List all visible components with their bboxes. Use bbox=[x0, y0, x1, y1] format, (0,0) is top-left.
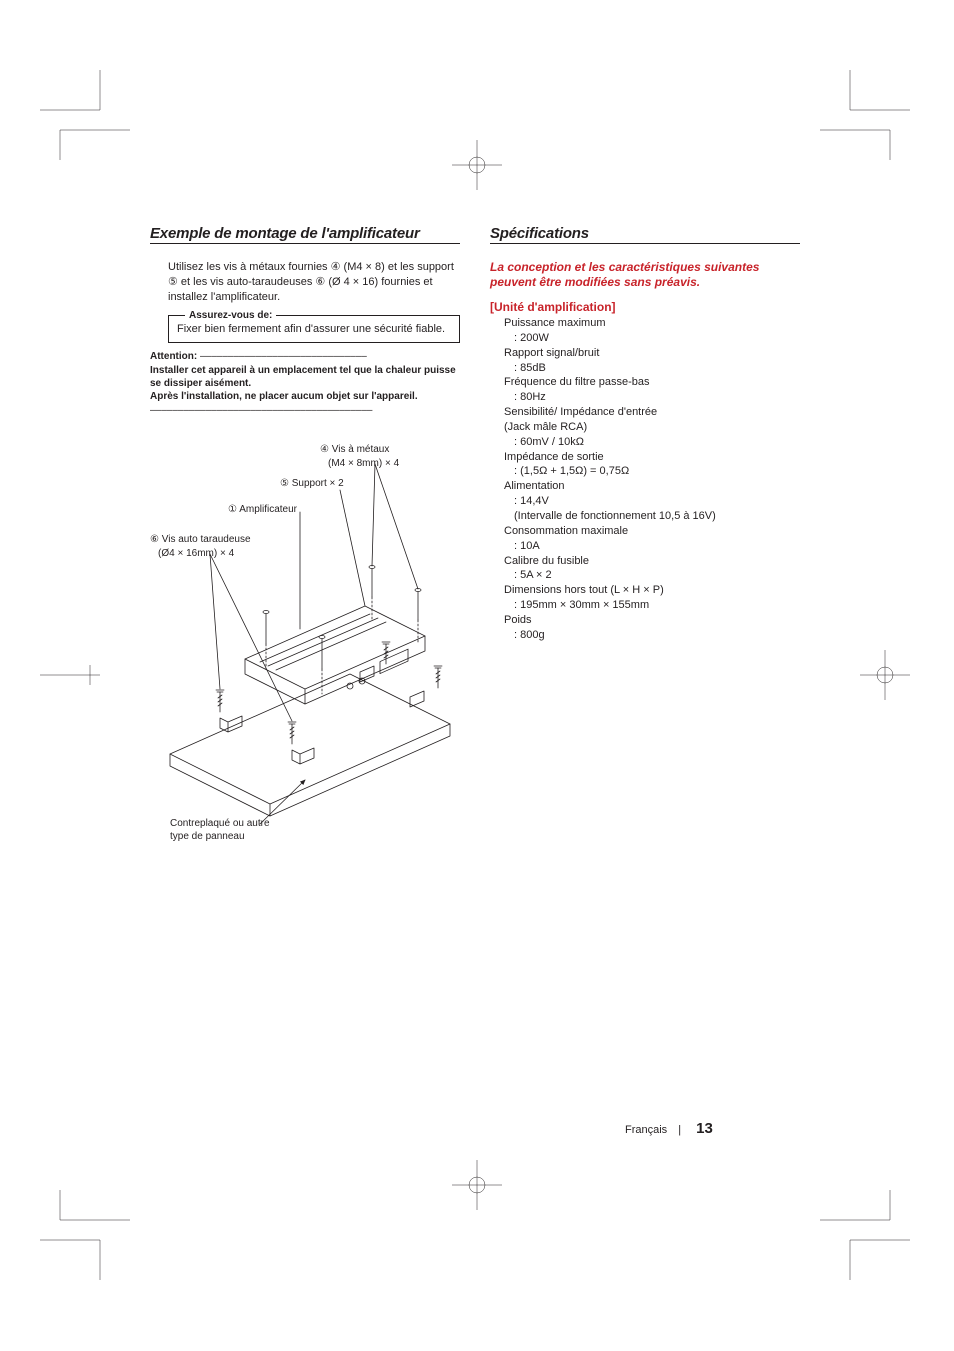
right-column: Spécifications La conception et les cara… bbox=[490, 225, 800, 844]
callout-support: ⑤ Support × 2 bbox=[280, 478, 344, 489]
spec-item: Puissance maximum: 200W bbox=[504, 316, 800, 346]
attention-body: Installer cet appareil à un emplacement … bbox=[150, 364, 460, 403]
red-note: La conception et les caractéristiques su… bbox=[490, 260, 800, 290]
callout-screws-metal-1: ④ Vis à métaux bbox=[320, 444, 389, 455]
assure-label: Assurez-vous de: bbox=[185, 309, 276, 322]
spec-item: Dimensions hors tout (L × H × P): 195mm … bbox=[504, 583, 800, 613]
callout-board-1: Contreplaqué ou autre bbox=[170, 818, 270, 829]
assure-box: Assurez-vous de: Fixer bien fermement af… bbox=[168, 315, 460, 343]
spec-item: Calibre du fusible: 5A × 2 bbox=[504, 554, 800, 584]
spec-item: Sensibilité/ Impédance d'entrée (Jack mâ… bbox=[504, 405, 800, 450]
footer-sep: | bbox=[678, 1124, 681, 1136]
spec-head: [Unité d'amplification] bbox=[490, 300, 800, 314]
footer-page-number: 13 bbox=[696, 1120, 713, 1137]
callout-selftap-2: (Ø4 × 16mm) × 4 bbox=[158, 548, 235, 559]
crop-tr bbox=[820, 70, 910, 160]
page-footer: Français | 13 bbox=[625, 1120, 713, 1137]
heading-right: Spécifications bbox=[490, 225, 800, 244]
callout-board-2: type de panneau bbox=[170, 831, 245, 842]
intro-text: Utilisez les vis à métaux fournies ④ (M4… bbox=[168, 260, 460, 305]
attention-header: Attention: –––––––––––––––––––––––––––––… bbox=[150, 351, 460, 362]
left-column: Exemple de montage de l'amplificateur Ut… bbox=[150, 225, 460, 844]
spec-item: Rapport signal/bruit: 85dB bbox=[504, 346, 800, 376]
reg-mark-right bbox=[860, 650, 910, 700]
heading-left: Exemple de montage de l'amplificateur bbox=[150, 225, 460, 244]
crop-bl bbox=[40, 1190, 130, 1280]
spec-item: Impédance de sortie: (1,5Ω + 1,5Ω) = 0,7… bbox=[504, 450, 800, 480]
reg-mark-top bbox=[452, 140, 502, 190]
callout-amp: ① Amplificateur bbox=[228, 504, 298, 515]
crop-tl bbox=[40, 70, 130, 160]
callout-screws-metal-2: (M4 × 8mm) × 4 bbox=[328, 458, 400, 469]
assure-body: Fixer bien fermement afin d'assurer une … bbox=[177, 323, 445, 335]
spec-item: Alimentation: 14,4V (Intervalle de fonct… bbox=[504, 479, 800, 524]
spec-item: Poids: 800g bbox=[504, 613, 800, 643]
spec-item: Fréquence du filtre passe-bas: 80Hz bbox=[504, 375, 800, 405]
reg-mark-bottom bbox=[452, 1160, 502, 1210]
callout-selftap-1: ⑥ Vis auto taraudeuse bbox=[150, 534, 251, 545]
mounting-diagram: ④ Vis à métaux (M4 × 8mm) × 4 ⑤ Support … bbox=[150, 424, 460, 844]
tick-left bbox=[40, 650, 100, 700]
attention-tail: –––––––––––––––––––––––––––––––––––––––– bbox=[150, 405, 460, 416]
crop-br bbox=[820, 1190, 910, 1280]
spec-list: Puissance maximum: 200W Rapport signal/b… bbox=[504, 316, 800, 643]
footer-lang: Français bbox=[625, 1124, 667, 1136]
spec-item: Consommation maximale: 10A bbox=[504, 524, 800, 554]
